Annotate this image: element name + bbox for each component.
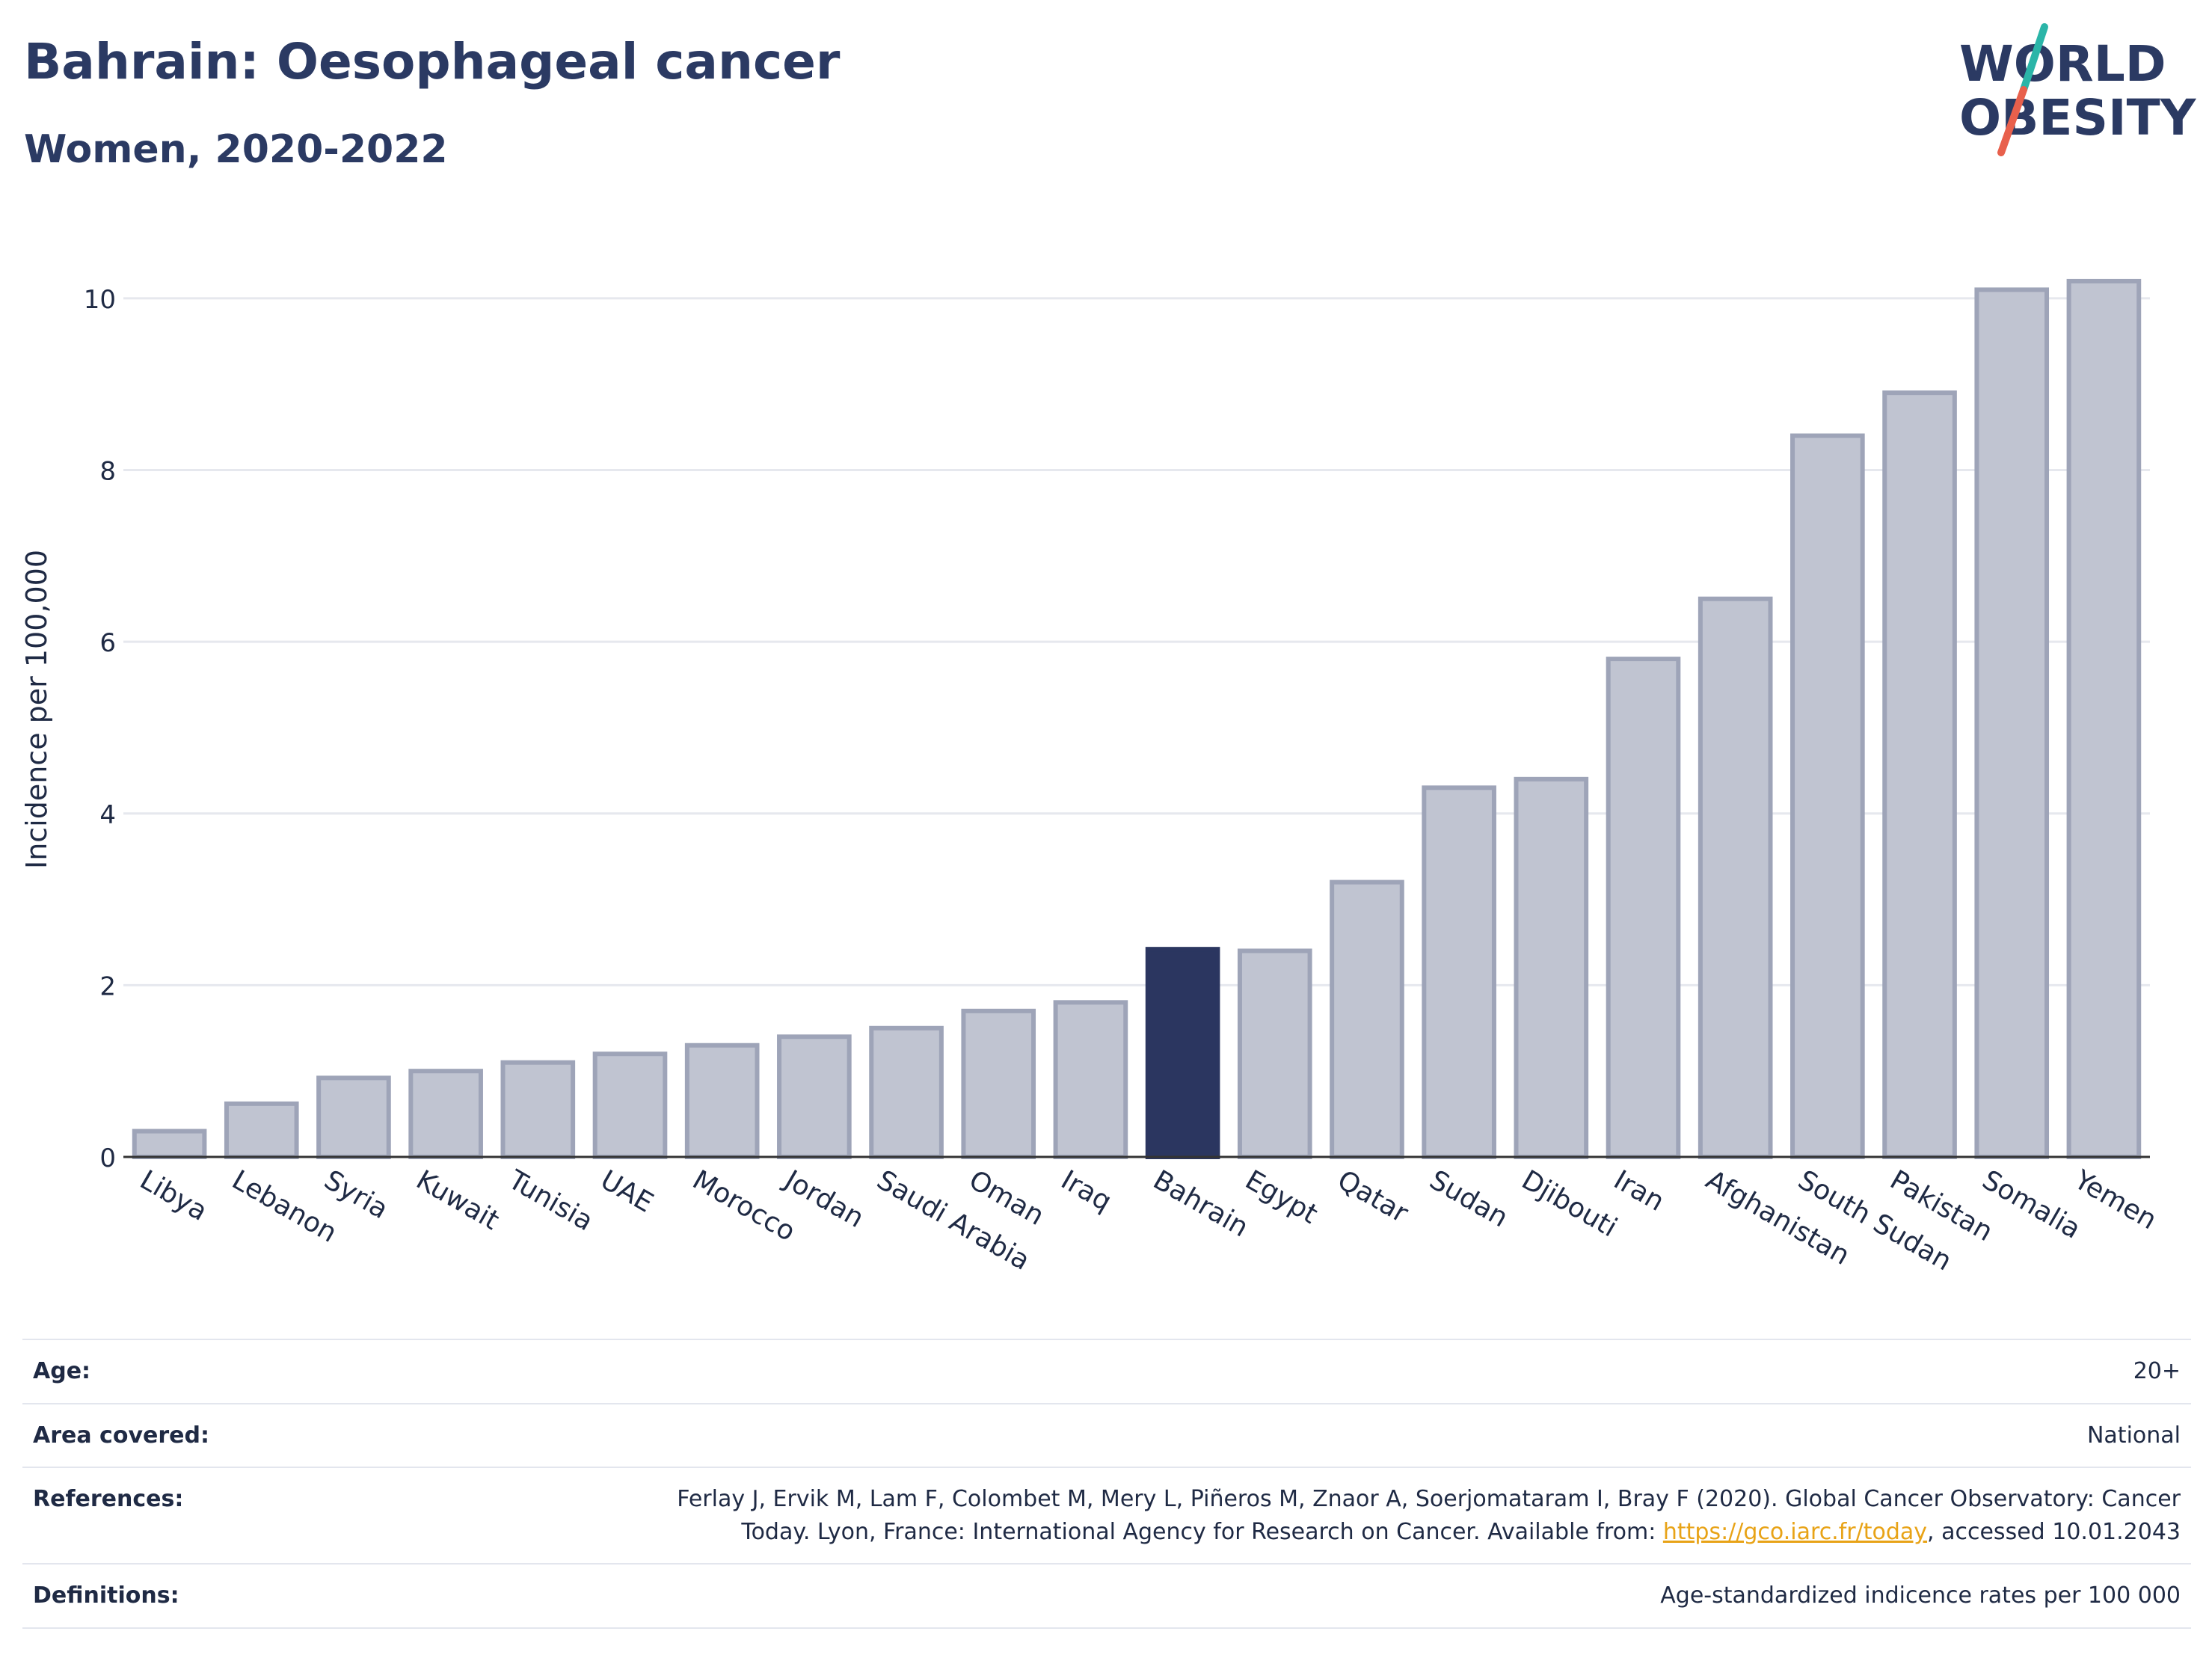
bar-afghanistan: [1698, 596, 1773, 1159]
world-obesity-logo: WORLD OBESITY: [1959, 23, 2197, 156]
chart-subtitle: Women, 2020-2022: [24, 127, 448, 172]
bar-iran: [1606, 657, 1681, 1159]
bar-egypt: [1237, 948, 1312, 1160]
bar-pakistan: [1882, 390, 1957, 1159]
definitions-value: Age-standardized indicence rates per 100…: [432, 1563, 2191, 1629]
x-tick-label: Djibouti: [1517, 1164, 1622, 1243]
bars: [132, 278, 2142, 1160]
y-tick-label: 4: [99, 800, 116, 830]
age-label: Age:: [22, 1339, 432, 1404]
y-tick-label: 2: [99, 971, 116, 1001]
meta-row-references: References: Ferlay J, Ervik M, Lam F, Co…: [22, 1467, 2191, 1564]
y-tick-label: 8: [99, 457, 116, 487]
bar-jordan: [777, 1034, 852, 1160]
x-tick-label: Iraq: [1056, 1164, 1116, 1218]
x-tick-label: Yemen: [2068, 1164, 2162, 1236]
definitions-label: Definitions:: [22, 1563, 432, 1629]
references-link[interactable]: https://gco.iarc.fr/today: [1662, 1518, 1928, 1545]
bar-lebanon: [224, 1101, 299, 1160]
chart-title: Bahrain: Oesophageal cancer: [24, 33, 841, 90]
bar-somalia: [1974, 287, 2050, 1160]
meta-row-age: Age: 20+: [22, 1339, 2191, 1404]
area-label: Area covered:: [22, 1402, 432, 1467]
x-tick-label: Lebanon: [227, 1164, 342, 1249]
y-tick-label: 6: [99, 628, 116, 658]
references-label: References:: [22, 1467, 432, 1564]
bar-kuwait: [408, 1069, 483, 1160]
x-tick-label: Tunisia: [503, 1164, 598, 1237]
logo-slash-red: [1997, 86, 2027, 156]
area-value: National: [432, 1402, 2191, 1467]
bar-oman: [961, 1008, 1036, 1160]
x-tick-label: Egypt: [1240, 1164, 1322, 1229]
bar-uae: [592, 1051, 668, 1160]
meta-row-area: Area covered: National: [22, 1402, 2191, 1467]
y-tick-label: 0: [99, 1143, 116, 1173]
x-tick-label: UAE: [595, 1164, 658, 1218]
x-tick-label: Sudan: [1425, 1164, 1514, 1233]
metadata-table: Age: 20+ Area covered: National Referenc…: [22, 1339, 2191, 1629]
logo-line1: WORLD: [1959, 35, 2166, 93]
x-tick-label: Bahrain: [1148, 1164, 1253, 1243]
x-tick-label: Saudi Arabia: [872, 1164, 1035, 1277]
x-tick-label: Kuwait: [411, 1164, 505, 1236]
y-tick-label: 10: [84, 285, 116, 315]
x-tick-label: South Sudan: [1792, 1164, 1956, 1277]
references-text-2: Today. Lyon, France: International Agenc…: [741, 1518, 1663, 1545]
bar-south-sudan: [1790, 433, 1865, 1159]
references-value: Ferlay J, Ervik M, Lam F, Colombet M, Me…: [432, 1467, 2191, 1564]
bar-sudan: [1422, 785, 1496, 1159]
references-text-3: , accessed 10.01.2043: [1927, 1518, 2181, 1545]
y-axis-ticks: 0 2 4 6 8 10: [84, 285, 116, 1173]
bar-saudi-arabia: [869, 1025, 944, 1159]
age-value: 20+: [432, 1339, 2191, 1404]
bar-yemen: [2066, 278, 2142, 1159]
references-text-1: Ferlay J, Ervik M, Lam F, Colombet M, Me…: [677, 1486, 2181, 1512]
bar-syria: [316, 1075, 391, 1159]
x-tick-label: Iran: [1609, 1164, 1669, 1218]
x-tick-label: Somalia: [1977, 1164, 2086, 1245]
bar-iraq: [1053, 1000, 1128, 1159]
x-tick-label: Morocco: [687, 1164, 800, 1247]
x-tick-label: Libya: [135, 1164, 212, 1227]
bar-qatar: [1330, 879, 1404, 1159]
meta-row-definitions: Definitions: Age-standardized indicence …: [22, 1563, 2191, 1629]
x-tick-label: Qatar: [1332, 1164, 1413, 1229]
bar-morocco: [684, 1043, 760, 1159]
logo-slash-teal: [2020, 23, 2048, 93]
bar-tunisia: [500, 1060, 576, 1159]
y-axis-label: Incidence per 100,000: [20, 550, 53, 869]
bar-djibouti: [1514, 776, 1589, 1159]
bar-libya: [132, 1129, 207, 1160]
bar-bahrain: [1145, 947, 1220, 1159]
logo-line2: OBESITY: [1959, 89, 2197, 147]
